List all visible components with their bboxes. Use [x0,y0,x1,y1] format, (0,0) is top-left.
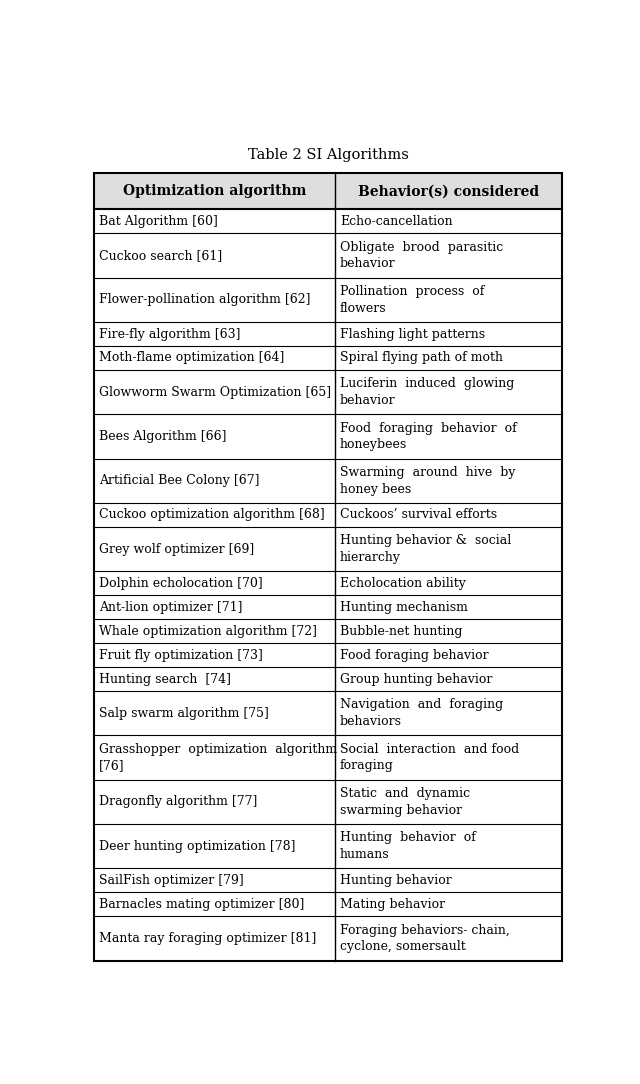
Text: Navigation  and  foraging
behaviors: Navigation and foraging behaviors [340,698,503,728]
Bar [94,595,562,619]
Text: Dragonfly algorithm [77]: Dragonfly algorithm [77] [99,796,257,809]
Text: Group hunting behavior: Group hunting behavior [340,672,492,685]
Bar [94,868,562,892]
Text: Foraging behaviors- chain,
cyclone, somersault: Foraging behaviors- chain, cyclone, some… [340,924,509,953]
Text: Bat Algorithm [60]: Bat Algorithm [60] [99,215,218,228]
Bar [94,233,562,278]
Text: Echolocation ability: Echolocation ability [340,577,466,590]
Text: Optimization algorithm: Optimization algorithm [123,184,306,198]
Bar [94,735,562,779]
Text: Grasshopper  optimization  algorithm
[76]: Grasshopper optimization algorithm [76] [99,743,337,772]
Text: Static  and  dynamic
swarming behavior: Static and dynamic swarming behavior [340,787,470,816]
Text: Hunting mechanism: Hunting mechanism [340,601,468,614]
Text: Hunting behavior: Hunting behavior [340,874,452,887]
Text: Echo-cancellation: Echo-cancellation [340,215,452,228]
Text: Salp swarm algorithm [75]: Salp swarm algorithm [75] [99,707,269,720]
Text: Flashing light patterns: Flashing light patterns [340,327,485,340]
Bar [94,459,562,503]
Text: Luciferin  induced  glowing
behavior: Luciferin induced glowing behavior [340,377,515,406]
Text: Cuckoo optimization algorithm [68]: Cuckoo optimization algorithm [68] [99,508,324,521]
Text: Glowworm Swarm Optimization [65]: Glowworm Swarm Optimization [65] [99,386,331,399]
Bar [94,667,562,691]
Text: Cuckoos’ survival efforts: Cuckoos’ survival efforts [340,508,497,521]
Text: Obligate  brood  parasitic
behavior: Obligate brood parasitic behavior [340,241,503,270]
Bar [94,619,562,643]
Text: Food  foraging  behavior  of
honeybees: Food foraging behavior of honeybees [340,422,516,451]
Bar [94,691,562,735]
Text: Ant-lion optimizer [71]: Ant-lion optimizer [71] [99,601,243,614]
Bar [94,916,562,960]
Bar [94,322,562,346]
Text: Moth-flame optimization [64]: Moth-flame optimization [64] [99,351,284,364]
Text: Pollination  process  of
flowers: Pollination process of flowers [340,285,484,314]
Bar [94,779,562,824]
Text: Bees Algorithm [66]: Bees Algorithm [66] [99,430,227,443]
Bar [94,503,562,527]
Bar [94,173,562,209]
Bar [94,892,562,916]
Text: Fire-fly algorithm [63]: Fire-fly algorithm [63] [99,327,241,340]
Text: Social  interaction  and food
foraging: Social interaction and food foraging [340,743,519,772]
Bar [94,527,562,571]
Bar [94,824,562,868]
Bar [94,346,562,370]
Text: Bubble-net hunting: Bubble-net hunting [340,624,463,637]
Text: Cuckoo search [61]: Cuckoo search [61] [99,249,222,262]
Text: Mating behavior: Mating behavior [340,898,445,911]
Text: Hunting  behavior  of
humans: Hunting behavior of humans [340,831,476,861]
Bar [94,571,562,595]
Bar [94,414,562,459]
Text: Flower-pollination algorithm [62]: Flower-pollination algorithm [62] [99,294,310,307]
Text: Swarming  around  hive  by
honey bees: Swarming around hive by honey bees [340,466,515,495]
Text: Behavior(s) considered: Behavior(s) considered [358,184,539,198]
Bar [94,278,562,322]
Text: SailFish optimizer [79]: SailFish optimizer [79] [99,874,244,887]
Text: Grey wolf optimizer [69]: Grey wolf optimizer [69] [99,543,254,556]
Text: Fruit fly optimization [73]: Fruit fly optimization [73] [99,648,263,661]
Bar [94,643,562,667]
Text: Spiral flying path of moth: Spiral flying path of moth [340,351,503,364]
Text: Hunting behavior &  social
hierarchy: Hunting behavior & social hierarchy [340,534,511,564]
Text: Manta ray foraging optimizer [81]: Manta ray foraging optimizer [81] [99,932,316,945]
Text: Dolphin echolocation [70]: Dolphin echolocation [70] [99,577,262,590]
Bar [94,370,562,414]
Bar [94,209,562,233]
Text: Whale optimization algorithm [72]: Whale optimization algorithm [72] [99,624,317,637]
Text: Artificial Bee Colony [67]: Artificial Bee Colony [67] [99,475,259,488]
Text: Deer hunting optimization [78]: Deer hunting optimization [78] [99,840,295,853]
Text: Table 2 SI Algorithms: Table 2 SI Algorithms [248,149,408,163]
Text: Hunting search  [74]: Hunting search [74] [99,672,231,685]
Text: Food foraging behavior: Food foraging behavior [340,648,488,661]
Text: Barnacles mating optimizer [80]: Barnacles mating optimizer [80] [99,898,304,911]
